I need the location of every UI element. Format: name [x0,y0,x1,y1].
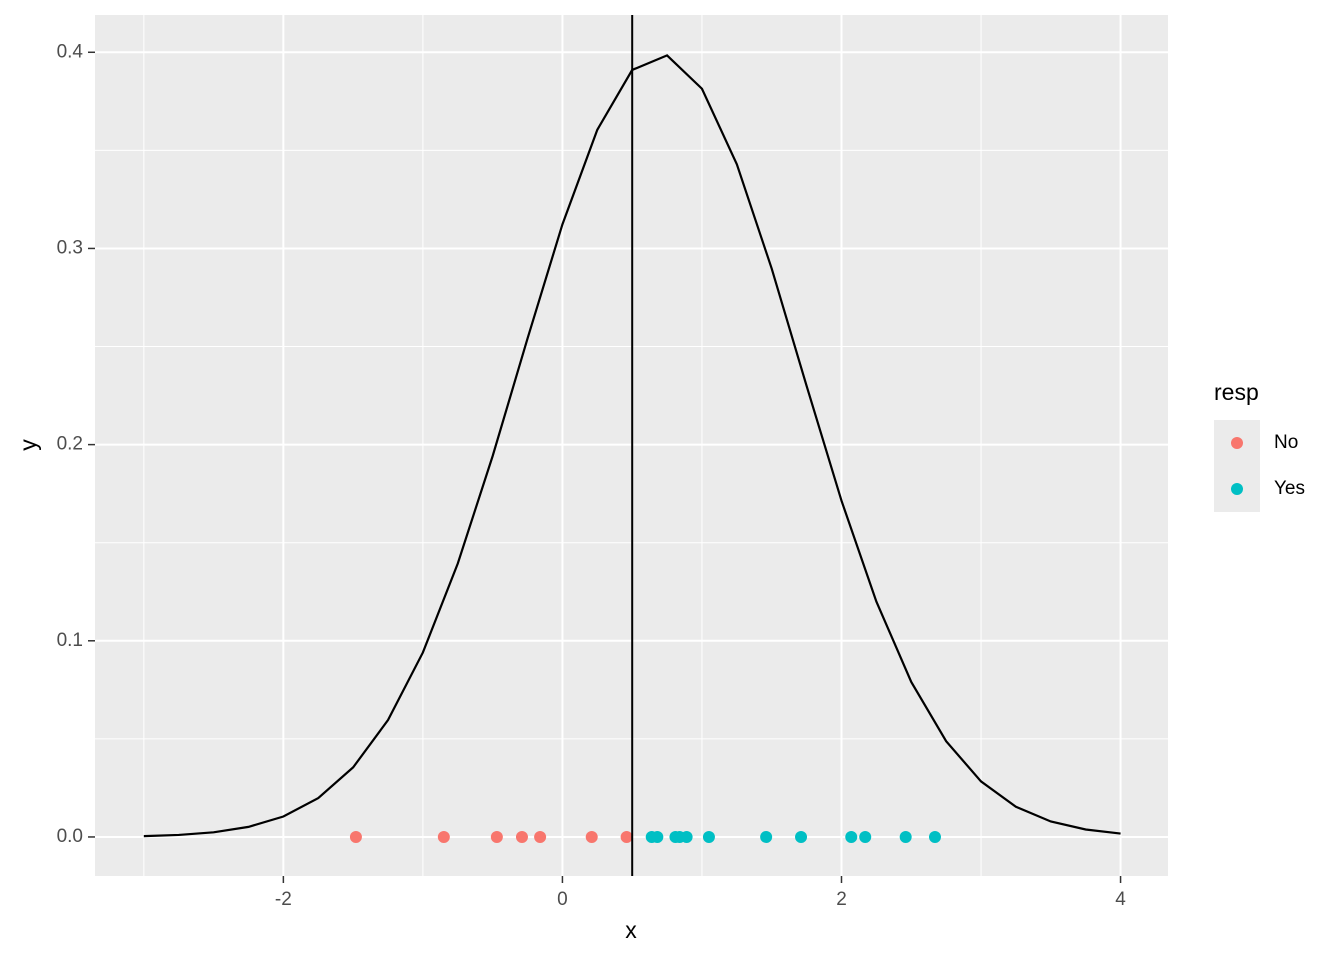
point [760,830,773,843]
x-tick-label: 2 [836,889,847,910]
legend-key [1231,483,1243,495]
legend-key [1231,437,1243,449]
x-tick-label: 4 [1115,889,1126,910]
point [859,830,872,843]
point [585,830,598,843]
y-tick-label: 0.0 [57,826,83,847]
x-axis-title: x [625,917,637,943]
y-tick-label: 0.3 [57,237,83,258]
legend-keys [1214,420,1260,512]
point [899,830,912,843]
point [651,830,664,843]
point [928,830,941,843]
legend-title: resp [1214,379,1259,405]
point [515,830,528,843]
x-tick-label: -2 [275,889,292,910]
x-tick-label: 0 [557,889,568,910]
legend-label: Yes [1274,478,1305,499]
legend-label: No [1274,432,1298,453]
point [534,830,547,843]
point [845,830,858,843]
point [702,830,715,843]
y-tick-label: 0.2 [57,434,83,455]
point [795,830,808,843]
point [437,830,450,843]
point [620,830,633,843]
y-tick-label: 0.1 [57,630,83,651]
y-tick-label: 0.4 [57,41,84,62]
point [349,830,362,843]
point [490,830,503,843]
point [680,830,693,843]
y-axis-title: y [15,439,41,451]
